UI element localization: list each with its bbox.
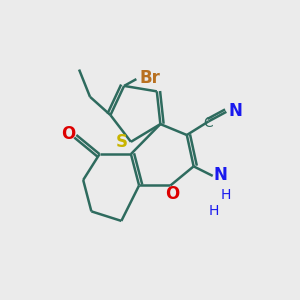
- Text: C: C: [203, 116, 213, 130]
- Text: H: H: [220, 188, 231, 202]
- Text: N: N: [213, 166, 227, 184]
- Text: O: O: [165, 184, 179, 202]
- Text: Br: Br: [139, 69, 160, 87]
- Text: H: H: [209, 204, 219, 218]
- Text: O: O: [61, 124, 75, 142]
- Text: N: N: [228, 102, 242, 120]
- Text: S: S: [116, 133, 128, 151]
